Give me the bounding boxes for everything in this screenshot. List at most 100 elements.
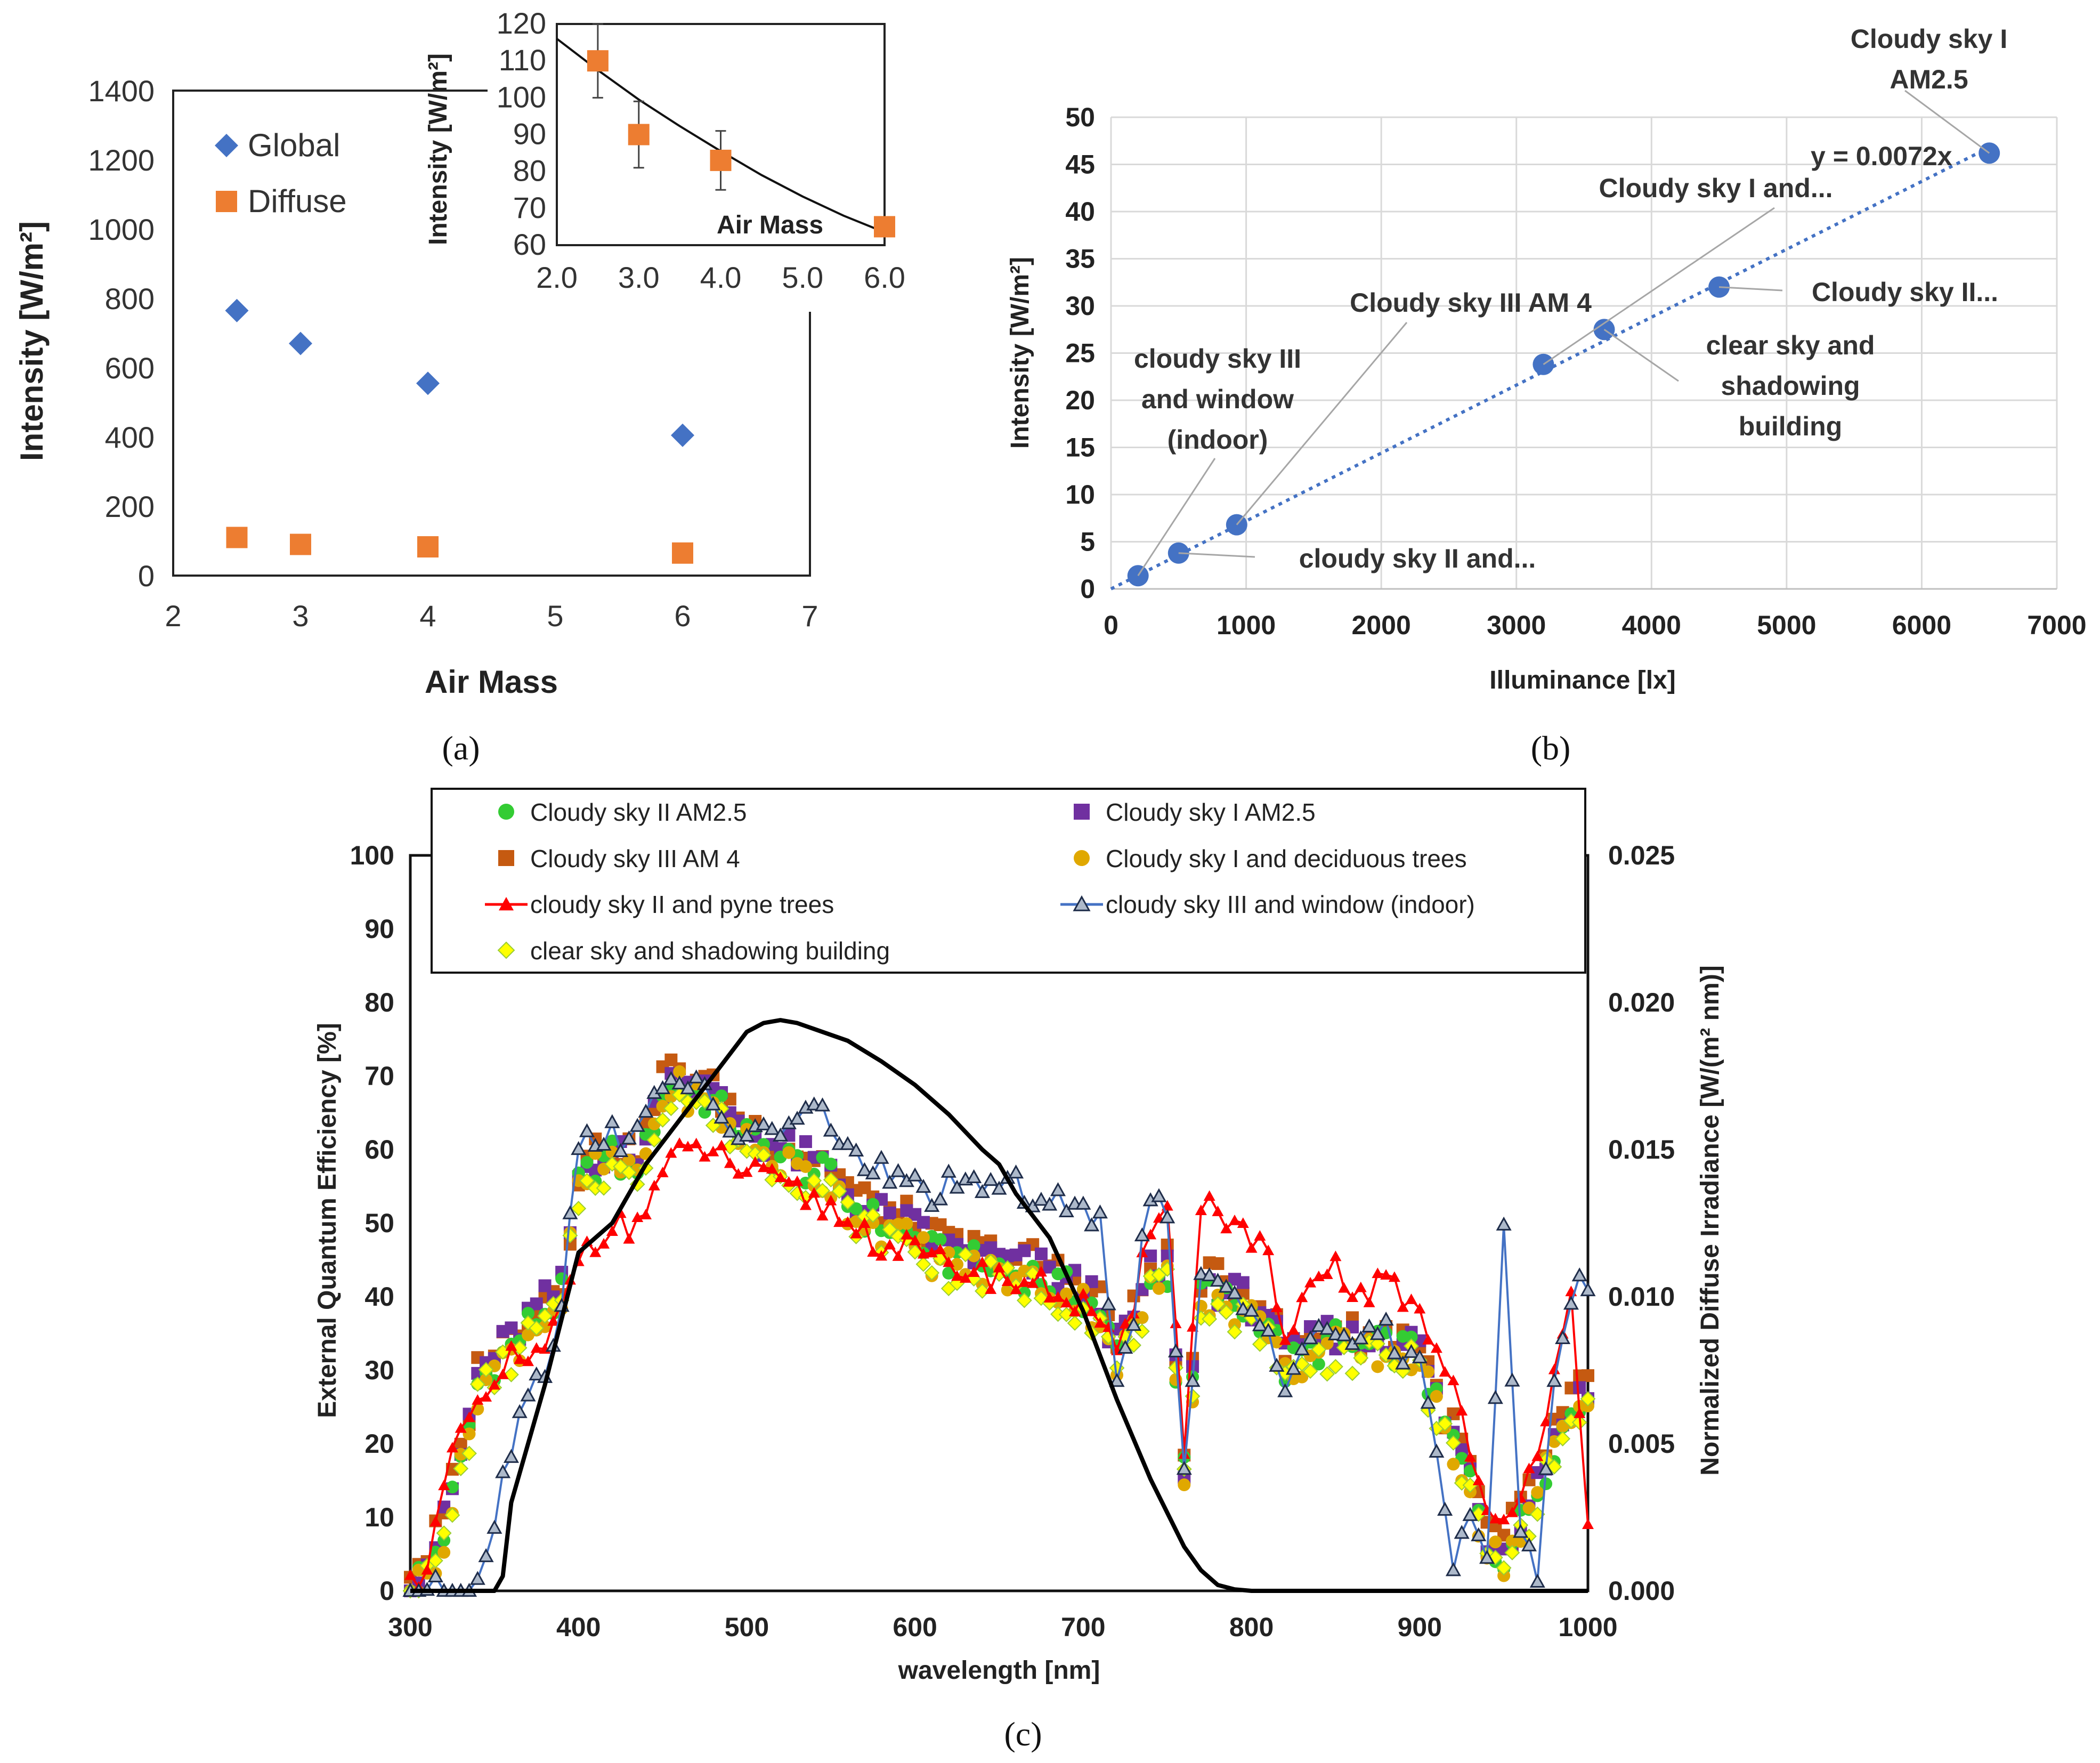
eqe-point-cloudy-sky-i-and-deciduous-trees (673, 1065, 686, 1078)
eqe-marker-pyne-trees (598, 1238, 610, 1249)
eqe-marker-window-indoor (991, 1180, 1007, 1195)
eqe-marker-pyne-trees (816, 1210, 829, 1220)
eqe-point-cloudy-sky-ii-am2-5 (605, 1134, 619, 1147)
eqe-marker-pyne-trees (463, 1411, 475, 1422)
panel-c-y2tick: 0.015 (1608, 1135, 1675, 1164)
annotation-label: AM2.5 (1890, 64, 1968, 94)
irradiance-curve (410, 1018, 1588, 1593)
eqe-marker-window-indoor (671, 1075, 687, 1090)
eqe-marker-pyne-trees (976, 1256, 988, 1267)
panel-c-xtick: 700 (1061, 1612, 1105, 1642)
eqe-point-cloudy-sky-i-and-deciduous-trees (900, 1217, 913, 1230)
eqe-marker-window-indoor (1353, 1330, 1369, 1345)
panel-c-y2tick: 0.000 (1608, 1576, 1675, 1606)
eqe-marker-window-indoor (1521, 1537, 1537, 1551)
eqe-point-clear-sky-and-shadowing-building (478, 1362, 494, 1378)
eqe-marker-window-indoor (1327, 1326, 1343, 1340)
eqe-marker-window-indoor (1504, 1372, 1520, 1387)
eqe-marker-window-indoor (882, 1175, 898, 1189)
panel-b-ytick: 45 (1065, 150, 1095, 180)
eqe-point-cloudy-sky-ii-am2-5 (445, 1481, 459, 1494)
panel-a-xtick: 5 (547, 599, 563, 633)
eqe-marker-window-indoor (495, 1464, 511, 1478)
eqe-point-clear-sky-and-shadowing-building (831, 1183, 847, 1199)
panel-b-ytick: 20 (1065, 385, 1095, 415)
eqe-point-clear-sky-and-shadowing-building (461, 1445, 477, 1461)
eqe-marker-window-indoor (739, 1127, 755, 1142)
eqe-marker-window-indoor (1479, 1550, 1495, 1564)
eqe-marker-window-indoor (638, 1103, 654, 1118)
eqe-marker-window-indoor (873, 1150, 889, 1164)
eqe-point-cloudy-sky-i-and-deciduous-trees (1489, 1535, 1502, 1549)
inset-xtick: 5.0 (782, 261, 823, 294)
eqe-marker-pyne-trees (1027, 1277, 1039, 1288)
panel-c-ticks: 0 10 20 30 40 50 60 70 80 90 100 0.000 0.005 0.010 0.0… (350, 840, 1675, 1642)
eqe-marker-window-indoor (1294, 1341, 1310, 1355)
panel-c-ytick: 60 (364, 1135, 394, 1164)
eqe-marker-window-indoor (940, 1163, 956, 1178)
eqe-marker-window-indoor (1252, 1317, 1268, 1331)
eqe-point-clear-sky-and-shadowing-building (427, 1552, 443, 1568)
eqe-marker-pyne-trees (682, 1141, 694, 1152)
panel-b-ylabel: Intensity [W/m²] (1006, 257, 1034, 449)
eqe-marker-pyne-trees (1043, 1292, 1056, 1303)
panel-c-ytick: 20 (364, 1429, 394, 1459)
eqe-point-clear-sky-and-shadowing-building (1202, 1311, 1218, 1327)
eqe-point-cloudy-sky-ii-am2-5 (522, 1307, 534, 1320)
eqe-marker-window-indoor (1429, 1443, 1445, 1458)
eqe-point-clear-sky-and-shadowing-building (1344, 1365, 1360, 1381)
eqe-point-clear-sky-and-shadowing-building (865, 1207, 881, 1223)
eqe-marker-pyne-trees (1372, 1267, 1384, 1279)
eqe-point-clear-sky-and-shadowing-building (1328, 1358, 1343, 1374)
eqe-marker-pyne-trees (808, 1187, 820, 1198)
eqe-marker-pyne-trees (934, 1243, 946, 1255)
eqe-point-cloudy-sky-i-am2-5 (1573, 1381, 1586, 1394)
annotation-leader-line (1236, 322, 1408, 525)
inset-xtick: 6.0 (864, 261, 905, 294)
eqe-marker-pyne-trees (841, 1216, 854, 1227)
panel-c-xtick: 400 (556, 1612, 601, 1642)
eqe-point-clear-sky-and-shadowing-building (915, 1256, 931, 1272)
eqe-point-clear-sky-and-shadowing-building (1218, 1304, 1234, 1320)
annotation-label: shadowing (1721, 371, 1860, 401)
eqe-marker-window-indoor (1151, 1188, 1167, 1202)
eqe-marker-pyne-trees (1052, 1291, 1064, 1302)
eqe-marker-window-indoor (806, 1096, 822, 1111)
eqe-marker-pyne-trees (1498, 1514, 1510, 1525)
panel-b-ytick: 40 (1065, 197, 1095, 227)
inset-ytick: 80 (513, 154, 546, 188)
eqe-marker-pyne-trees (1229, 1214, 1240, 1225)
eqe-marker-pyne-trees (825, 1194, 837, 1206)
legend-label-c6: clear sky and shadowing building (530, 937, 890, 965)
panel-b-ticks: 0 5 10 15 20 25 30 35 40 45 50 0 1000 2000 3000 4000 500… (1065, 102, 2086, 640)
eqe-point-clear-sky-and-shadowing-building (1555, 1431, 1571, 1446)
eqe-point-clear-sky-and-shadowing-building (596, 1180, 612, 1196)
eqe-point-clear-sky-and-shadowing-building (1302, 1363, 1318, 1379)
eqe-point-clear-sky-and-shadowing-building (815, 1183, 830, 1199)
eqe-marker-pyne-trees (1422, 1333, 1434, 1345)
eqe-marker-window-indoor (655, 1080, 671, 1094)
eqe-marker-pyne-trees (547, 1315, 560, 1326)
panel-c-ytick: 0 (379, 1576, 394, 1606)
eqe-point-cloudy-sky-i-and-deciduous-trees (1430, 1390, 1443, 1403)
inset-xtick: 4.0 (700, 261, 742, 294)
panel-a-ytick: 1400 (88, 74, 155, 108)
eqe-point-clear-sky-and-shadowing-building (469, 1376, 485, 1392)
annotation-leader-line (1137, 458, 1216, 577)
eqe-marker-window-indoor (823, 1122, 839, 1137)
eqe-marker-window-indoor (1445, 1562, 1461, 1576)
legend-marker-c5 (1073, 895, 1091, 911)
eqe-point-clear-sky-and-shadowing-building (646, 1132, 662, 1148)
eqe-point-clear-sky-and-shadowing-building (1369, 1336, 1385, 1352)
eqe-point-clear-sky-and-shadowing-building (1446, 1435, 1461, 1451)
eqe-marker-pyne-trees (901, 1228, 913, 1240)
panel-a-xtick: 3 (292, 599, 309, 633)
panel-b-annotations: Cloudy sky I AM2.5 Cloudy sky I and... Clou… (1134, 24, 2007, 577)
panel-c-y2tick: 0.020 (1608, 988, 1675, 1017)
panel-b-ytick: 15 (1065, 433, 1095, 463)
eqe-marker-pyne-trees (758, 1161, 769, 1172)
eqe-point-cloudy-sky-i-and-deciduous-trees (1422, 1365, 1435, 1378)
eqe-marker-window-indoor (1513, 1524, 1529, 1538)
